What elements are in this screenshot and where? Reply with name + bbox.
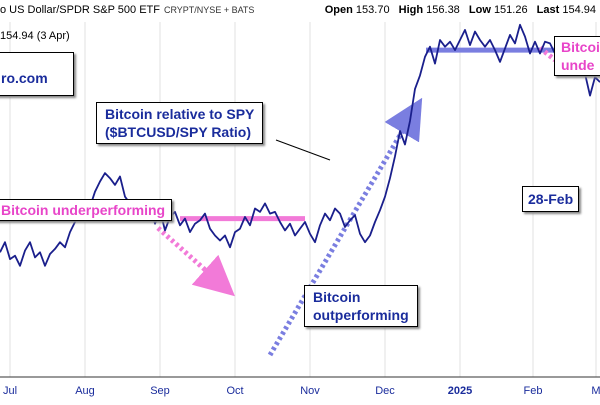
underperforming-right-label: Bitcoi unde: [554, 36, 600, 76]
underperforming-left-label: Bitcoin underperforming: [0, 199, 173, 221]
symbol-title: o US Dollar/SPDR S&P 500 ETF CRYPT/NYSE +…: [0, 4, 254, 16]
ohlc-readout: Open 153.70 High 156.38 Low 151.26 Last …: [319, 4, 596, 16]
last-label: Last: [536, 4, 560, 16]
x-tick-label: Dec: [375, 385, 395, 397]
blue-arrow-up: [267, 97, 423, 357]
x-tick-label: Nov: [300, 385, 320, 397]
logo-text: ro.com: [1, 70, 48, 86]
underperforming-right-line2: unde: [561, 57, 595, 73]
symbol-name: o US Dollar/SPDR S&P 500 ETF: [0, 4, 160, 16]
outperforming-line2: outperforming: [313, 307, 409, 323]
outperforming-callout: Bitcoin outperforming: [304, 285, 418, 327]
price-series-line: [0, 23, 600, 267]
x-tick-label: Sep: [150, 385, 170, 397]
exchange-label: CRYPT/NYSE + BATS: [163, 5, 255, 15]
x-tick-label: Jul: [3, 385, 17, 397]
outperforming-line1: Bitcoin: [313, 289, 361, 305]
x-tick-label: 2025: [448, 385, 472, 397]
underperforming-left-text: Bitcoin underperforming: [1, 202, 166, 218]
low-value: 151.26: [493, 4, 528, 16]
underperforming-right-line1: Bitcoi: [561, 39, 600, 55]
date-callout: 28-Feb: [522, 186, 580, 212]
pink-arrow-left: [156, 226, 235, 297]
last-value-caption: 154.94 (3 Apr): [0, 30, 70, 42]
open-value: 153.70: [355, 4, 390, 16]
ratio-callout-line1: Bitcoin relative to SPY: [105, 106, 255, 122]
high-label: High: [398, 4, 424, 16]
x-tick-label: Aug: [75, 385, 95, 397]
chart-header: o US Dollar/SPDR S&P 500 ETF CRYPT/NYSE +…: [0, 0, 600, 22]
last-value: 154.94: [562, 4, 596, 16]
logo-box: ro.com: [0, 52, 74, 96]
x-tick-label: M: [591, 385, 600, 397]
open-label: Open: [324, 4, 353, 16]
ratio-callout: Bitcoin relative to SPY ($BTCUSD/SPY Rat…: [96, 102, 264, 144]
date-callout-text: 28-Feb: [528, 191, 574, 207]
ratio-callout-line2: ($BTCUSD/SPY Ratio): [105, 124, 251, 140]
x-tick-label: Oct: [226, 385, 243, 397]
x-tick-label: Feb: [524, 385, 543, 397]
high-value: 156.38: [426, 4, 460, 16]
callout-connector: [275, 139, 331, 161]
low-label: Low: [468, 4, 491, 16]
